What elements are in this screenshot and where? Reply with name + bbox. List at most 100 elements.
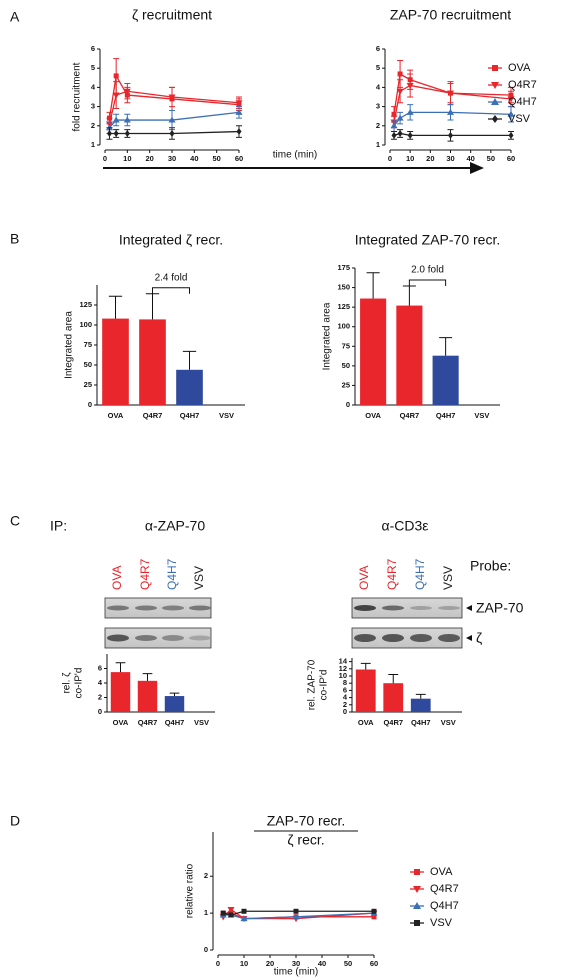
y-tick-label: 2 [204,871,208,880]
marker [293,908,299,914]
y-axis-label: rel. ZAP-70 [307,659,318,710]
legend-label: VSV [508,113,531,125]
y-tick-label: 6 [91,44,95,53]
marker [447,108,454,115]
marker [492,65,498,71]
marker [414,869,420,875]
lane-label: Q4H7 [413,558,427,590]
y-axis-label: relative ratio [185,863,196,918]
marker [491,82,499,89]
bar [102,318,129,405]
y-tick-label: 50 [342,361,350,370]
marker [413,886,421,893]
x-tick-label: 40 [466,154,474,163]
panel-label: A [10,9,20,25]
y-tick-label: 3 [91,102,95,111]
chart-title: Integrated ZAP-70 recr. [355,232,501,248]
marker [292,913,300,920]
blot [104,597,472,649]
bar [355,669,376,712]
x-tick-label: Q4H7 [180,411,200,420]
marker [414,920,420,926]
error-bar [182,350,197,370]
legend-label: OVA [430,866,453,878]
y-tick-label: 0 [346,400,350,409]
y-tick-label: 1 [204,908,208,917]
y-tick-label: 1 [376,140,380,149]
y-tick-label: 6 [98,663,102,672]
marker [397,71,403,77]
error-bar [115,662,126,673]
y-tick-label: 8 [343,678,347,687]
legend-label: Q4R7 [430,883,459,895]
x-tick-label: VSV [474,411,489,420]
x-tick-label: 20 [145,154,153,163]
x-tick-label: 30 [446,154,454,163]
marker [240,915,248,922]
marker [507,110,515,117]
y-tick-label: 0 [204,945,208,954]
legend-label: VSV [430,917,453,929]
x-tick-label: 60 [507,154,515,163]
panel-label: B [10,231,19,247]
error-bar [360,662,371,670]
legend-label: Q4H7 [508,96,537,108]
legend-label: OVA [508,62,531,74]
chart-title: ZAP-70 recr. [267,813,346,829]
lane-label: Q4R7 [385,558,399,590]
error-bar [402,285,416,306]
marker [407,131,413,139]
marker [391,111,397,117]
marker [123,88,131,95]
x-tick-label: 40 [318,959,326,968]
bracket [152,287,190,294]
marker [396,88,404,95]
x-axis-label: time (min) [273,150,317,161]
annotation: 2.0 fold [411,265,444,276]
marker [124,129,130,137]
x-tick-label: 30 [168,154,176,163]
y-tick-label: 0 [343,707,347,716]
y-tick-label: 100 [79,320,92,329]
panel-label: D [10,813,20,829]
y-tick-label: 4 [91,82,96,91]
chart-title: ZAP-70 recruitment [390,7,511,23]
error-bar [439,337,453,356]
legend-label: Q4R7 [508,79,537,91]
marker [413,902,421,909]
lane-label: VSV [441,566,455,590]
bar [139,319,166,405]
y-tick-label: 150 [337,283,350,292]
y-tick-label: 50 [84,360,92,369]
bar [360,298,387,405]
lane-label: OVA [110,566,124,590]
x-tick-label: VSV [441,718,456,727]
x-tick-label: OVA [108,411,124,420]
y-tick-label: 75 [84,340,92,349]
chart-title: ζ recruitment [132,7,212,23]
marker [236,128,242,136]
y-axis-label: rel. ζ [62,672,73,694]
error-bar [366,272,380,299]
bar [396,305,423,405]
marker [106,129,112,137]
time-arrowhead [470,162,484,174]
lane-label: VSV [192,566,206,590]
marker [169,129,175,137]
bar [110,672,131,712]
x-tick-label: 10 [123,154,131,163]
x-tick-label: 60 [370,959,378,968]
y-tick-label: 3 [376,102,380,111]
y-tick-label: 175 [337,263,350,272]
marker [396,114,404,121]
y-axis-label: fold recruitment [72,62,83,131]
y-tick-label: 2 [343,700,347,709]
x-tick-label: OVA [358,718,374,727]
x-tick-label: 50 [487,154,495,163]
bar [137,680,158,712]
bar [164,696,185,712]
y-tick-label: 4 [343,693,348,702]
marker [371,908,377,914]
y-axis-label: co-IP'd [74,668,85,699]
marker [391,131,397,139]
